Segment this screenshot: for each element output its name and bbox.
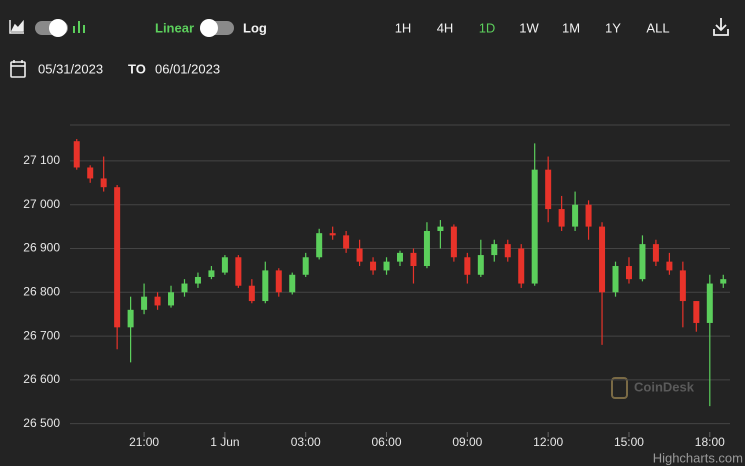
candle-body <box>572 204 579 227</box>
candle-body <box>73 141 80 168</box>
candle-body <box>720 279 727 284</box>
y-tick-label: 26 900 <box>23 241 60 255</box>
watermark: CoinDesk <box>634 379 695 394</box>
candle-body <box>154 296 161 306</box>
toggle-knob <box>49 19 67 37</box>
candle-body <box>100 178 107 188</box>
scale-log[interactable]: Log <box>243 20 267 35</box>
candle-body <box>531 169 538 284</box>
date-separator: TO <box>128 61 146 76</box>
candle-body <box>518 248 525 284</box>
range-button[interactable]: 1D <box>479 20 496 35</box>
candle-body <box>114 187 121 328</box>
range-button[interactable]: 1H <box>395 20 412 35</box>
candle-body <box>625 266 632 280</box>
date-from[interactable]: 05/31/2023 <box>38 61 103 76</box>
range-button[interactable]: 1W <box>519 20 539 35</box>
x-tick-label: 09:00 <box>452 435 482 449</box>
candle-body <box>545 169 552 210</box>
candle-body <box>639 244 646 280</box>
x-tick-label: 03:00 <box>291 435 321 449</box>
candle-body <box>652 244 659 262</box>
candle-body <box>599 226 606 293</box>
y-tick-label: 26 500 <box>23 416 60 430</box>
candle-body <box>397 252 403 262</box>
candle-body <box>679 270 686 302</box>
credit[interactable]: Highcharts.com <box>653 450 743 465</box>
candle-body <box>477 255 484 275</box>
candle-body <box>208 270 215 277</box>
candle-body <box>127 309 134 328</box>
candle-body <box>450 226 457 258</box>
candle-body <box>248 285 255 302</box>
candle-body <box>504 244 511 258</box>
date-to[interactable]: 06/01/2023 <box>155 61 220 76</box>
bar-icon[interactable] <box>73 21 85 33</box>
range-button[interactable]: 1M <box>562 20 580 35</box>
y-tick-label: 27 000 <box>23 197 60 211</box>
candle-body <box>168 292 175 306</box>
candle-body <box>423 230 430 267</box>
candle-body <box>329 233 336 236</box>
y-tick-label: 26 800 <box>23 284 60 298</box>
x-tick-label: 15:00 <box>614 435 644 449</box>
candle-body <box>585 204 592 227</box>
candle-body <box>262 270 269 302</box>
candle-body <box>464 257 471 275</box>
range-button[interactable]: 4H <box>437 20 454 35</box>
candle-body <box>370 261 377 271</box>
candle-body <box>141 296 148 310</box>
x-tick-label: 06:00 <box>372 435 402 449</box>
candle-body <box>383 261 390 271</box>
range-button[interactable]: 1Y <box>605 20 621 35</box>
calendar-icon[interactable] <box>10 60 26 78</box>
candle-body <box>87 167 94 179</box>
range-button[interactable]: ALL <box>646 20 669 35</box>
y-tick-label: 26 700 <box>23 328 60 342</box>
x-tick-label: 1 Jun <box>210 435 239 449</box>
candle-body <box>343 235 350 249</box>
candle-body <box>316 233 323 258</box>
candle-body <box>410 252 417 267</box>
candle-body <box>289 274 296 293</box>
x-tick-label: 21:00 <box>129 435 159 449</box>
candle-body <box>558 209 565 227</box>
candle-body <box>221 257 228 273</box>
x-tick-label: 18:00 <box>695 435 725 449</box>
candle-body <box>275 270 282 293</box>
y-tick-label: 26 600 <box>23 372 60 386</box>
candle-body <box>666 261 673 271</box>
candle-body <box>491 244 498 256</box>
candle-body <box>706 283 713 323</box>
candle-body <box>612 266 619 293</box>
candle-body <box>181 283 188 293</box>
scale-linear[interactable]: Linear <box>155 20 194 35</box>
area-icon[interactable] <box>9 19 24 34</box>
candle-body <box>356 248 363 262</box>
toggle-knob <box>200 19 218 37</box>
x-tick-label: 12:00 <box>533 435 563 449</box>
download-icon[interactable] <box>713 18 729 36</box>
y-tick-label: 27 100 <box>23 153 60 167</box>
candle-body <box>437 226 444 231</box>
candle-body <box>194 276 201 284</box>
watermark-logo <box>611 377 628 399</box>
candle-body <box>302 257 309 275</box>
candle-body <box>693 301 700 323</box>
candle-body <box>235 257 242 286</box>
